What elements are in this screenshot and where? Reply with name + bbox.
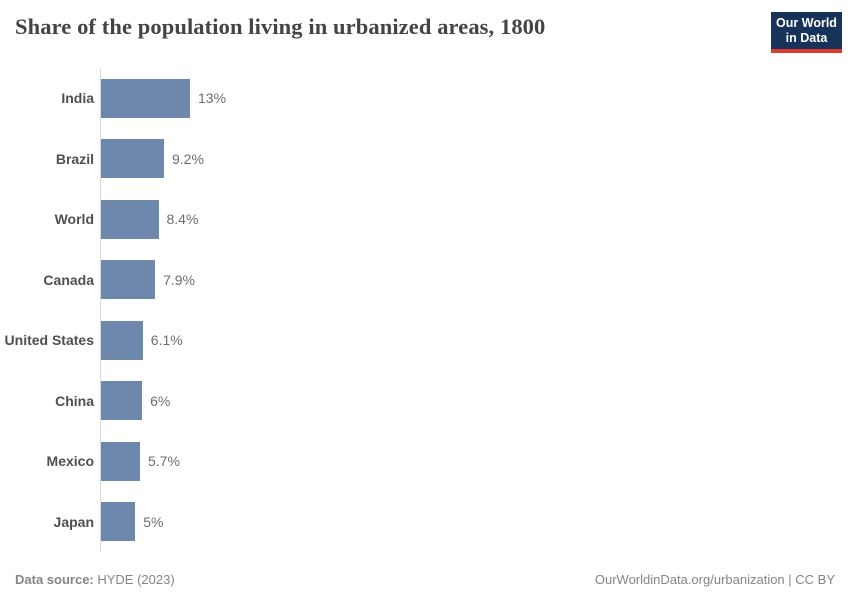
bar-area: 6.1%: [100, 320, 850, 360]
bar[interactable]: [101, 78, 190, 118]
bar-row: India 13%: [0, 68, 850, 129]
bar-area: 13%: [100, 78, 850, 118]
bar-row: Japan 5%: [0, 492, 850, 553]
value-label: 13%: [198, 90, 227, 107]
value-label: 7.9%: [163, 271, 196, 288]
owid-logo-text-line1: Our World: [776, 16, 837, 30]
bar-area: 9.2%: [100, 139, 850, 179]
category-label: Canada: [43, 271, 94, 288]
chart-footer: Data source: HYDE (2023) OurWorldinData.…: [15, 572, 835, 587]
data-source-label: Data source:: [15, 572, 94, 587]
value-label: 6%: [150, 392, 171, 409]
owid-logo-text-line2: in Data: [785, 31, 828, 45]
category-label: India: [61, 90, 94, 107]
value-label: 9.2%: [172, 150, 204, 167]
bar-row: Brazil 9.2%: [0, 129, 850, 190]
chart-title: Share of the population living in urbani…: [15, 14, 546, 39]
bar-row: World 8.4%: [0, 189, 850, 250]
category-label: China: [55, 392, 94, 409]
value-label: 5.7%: [148, 453, 180, 470]
bar-area: 8.4%: [100, 199, 850, 239]
bar-row: Canada 7.9%: [0, 250, 850, 311]
value-label: 5%: [143, 513, 164, 530]
bar[interactable]: [101, 502, 136, 542]
owid-logo[interactable]: Our World in Data: [771, 12, 842, 53]
bar-row: United States 6.1%: [0, 310, 850, 371]
bar[interactable]: [101, 260, 156, 300]
bar-area: 6%: [100, 381, 850, 421]
category-label: Brazil: [55, 150, 94, 167]
bar-area: 5.7%: [100, 441, 850, 481]
attribution-link[interactable]: OurWorldinData.org/urbanization | CC BY: [594, 572, 835, 587]
value-label: 6.1%: [150, 332, 183, 349]
category-label: World: [54, 211, 94, 228]
bar[interactable]: [101, 320, 143, 360]
bar-row: China 6%: [0, 371, 850, 432]
bar[interactable]: [101, 381, 143, 421]
category-label: United States: [4, 332, 94, 349]
data-source-value: HYDE (2023): [93, 572, 175, 587]
bar-area: 5%: [100, 502, 850, 542]
data-source-note: Data source: HYDE (2023): [15, 572, 175, 587]
bar-row: Mexico 5.7%: [0, 431, 850, 492]
bar-chart: India 13% Brazil 9.2% World 8.4% Canada 7.9% Uni…: [0, 68, 850, 552]
category-label: Mexico: [46, 453, 94, 470]
bar[interactable]: [101, 441, 140, 481]
value-label: 8.4%: [166, 211, 199, 228]
bar[interactable]: [101, 199, 159, 239]
bar-area: 7.9%: [100, 260, 850, 300]
bar[interactable]: [101, 139, 164, 179]
category-label: Japan: [53, 513, 94, 530]
y-axis-line: [100, 68, 101, 552]
